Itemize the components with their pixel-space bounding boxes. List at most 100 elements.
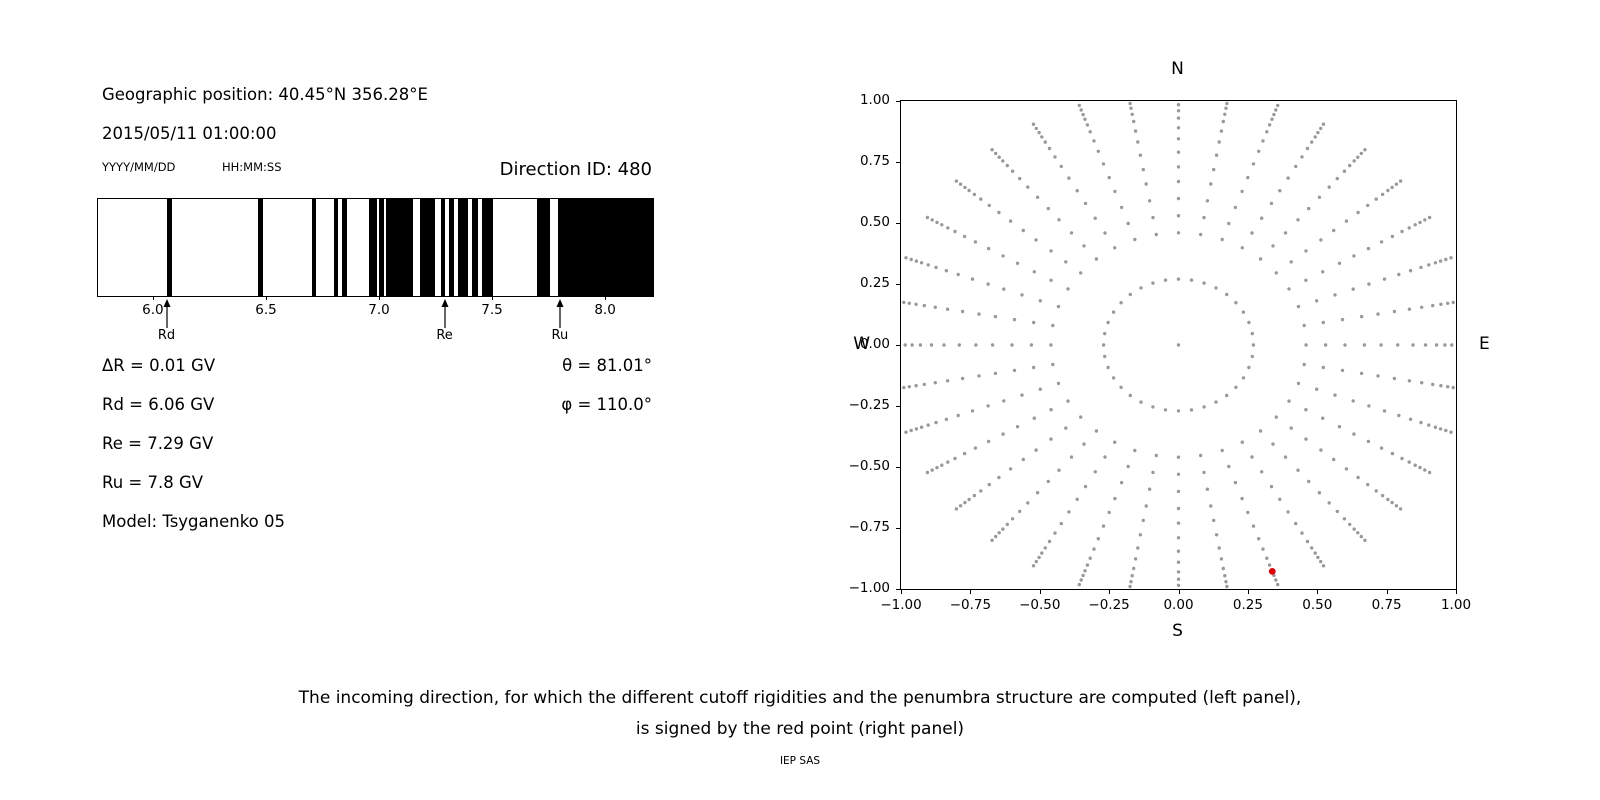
direction-dot [1407, 307, 1412, 311]
scatter-x-tick [1039, 590, 1041, 594]
direction-dot [934, 420, 938, 425]
direction-dot [1319, 238, 1323, 242]
direction-dot [1419, 420, 1423, 425]
direction-dot [1049, 408, 1053, 412]
direction-dot [1094, 429, 1099, 433]
direction-dot [1144, 504, 1148, 508]
direction-dot [1413, 223, 1417, 227]
direction-dot [1176, 570, 1181, 574]
penumbra-allowed-band [420, 199, 435, 296]
direction-dot [1214, 286, 1218, 290]
direction-dot [1081, 573, 1085, 578]
penumbra-x-tick-label: 6.0 [142, 302, 164, 318]
scatter-x-tick [1247, 590, 1249, 594]
penumbra-x-tick-label: 7.0 [368, 302, 390, 318]
direction-dot [1423, 218, 1427, 222]
direction-dot [1221, 119, 1225, 124]
direction-dot [1035, 195, 1040, 199]
direction-dot [1348, 163, 1352, 168]
scatter-y-tick-label: 0.50 [859, 214, 890, 230]
direction-dot [960, 376, 965, 381]
direction-dot [1392, 376, 1397, 381]
direction-dot [926, 263, 930, 267]
direction-dot [954, 179, 959, 183]
direction-dot [1431, 382, 1435, 387]
direction-dot [1147, 199, 1152, 203]
direction-dot [1305, 146, 1310, 151]
direction-dot [1407, 226, 1411, 230]
direction-dot [1251, 162, 1256, 166]
direction-dot [1212, 518, 1216, 523]
direction-dot [1189, 408, 1194, 412]
direction-dot [902, 385, 906, 390]
date-format-label: YYYY/MM/DD [102, 160, 176, 174]
penumbra-allowed-band [342, 199, 348, 296]
direction-dot [1133, 557, 1138, 561]
direction-dot [1366, 439, 1371, 444]
direction-dot [902, 300, 906, 305]
direction-dot [1057, 468, 1061, 472]
direction-dot [1411, 343, 1415, 347]
direction-dot [1176, 583, 1181, 587]
direction-dot [1366, 203, 1370, 208]
direction-dot [1392, 309, 1397, 314]
direction-dot [1251, 524, 1256, 528]
direction-dot [1176, 521, 1181, 525]
direction-plot: N S W E −1.00 −1.00 −0.75 −0.75 −0.50 −0.50 −0… [849, 59, 1490, 641]
direction-dot [1418, 220, 1422, 225]
direction-dot [1093, 470, 1097, 474]
direction-dot [1234, 301, 1238, 305]
direction-dot [1227, 464, 1231, 469]
direction-dot [1376, 312, 1380, 316]
direction-dot [1260, 470, 1264, 474]
penumbra-x-tick-label: 6.5 [255, 302, 277, 318]
direction-dot [1163, 408, 1168, 412]
direction-dot [1321, 320, 1325, 325]
direction-dot [1034, 126, 1038, 131]
direction-dot [1038, 387, 1042, 391]
penumbra-allowed-band [482, 199, 494, 296]
direction-dot [1035, 491, 1040, 495]
scatter-x-tick-label: 0.75 [1371, 597, 1402, 613]
direction-dot [904, 256, 908, 260]
scatter-x-tick [1456, 590, 1457, 594]
direction-dot [1317, 491, 1322, 495]
direction-dot [1069, 455, 1074, 459]
direction-dot [967, 188, 971, 193]
direction-dot [1005, 163, 1009, 168]
re-value: Re = 7.29 GV [102, 434, 214, 453]
direction-dot [1008, 467, 1013, 471]
scatter-x-tick [901, 590, 902, 594]
direction-dot [990, 343, 995, 347]
direction-dot [1163, 278, 1168, 282]
direction-dot [1296, 381, 1301, 386]
direction-dot [1034, 559, 1038, 564]
direction-dot [1296, 218, 1300, 222]
direction-dot [1085, 123, 1090, 127]
direction-dot [1067, 176, 1071, 180]
direction-dot [1408, 269, 1413, 273]
selected-direction-red-point [1268, 568, 1276, 575]
direction-dot [1250, 354, 1254, 359]
direction-dot [1420, 305, 1424, 309]
direction-dot [997, 155, 1001, 159]
direction-dot [907, 301, 911, 305]
direction-dot [1380, 192, 1385, 197]
direction-dot [1374, 197, 1378, 201]
direction-dot [946, 226, 950, 230]
direction-dot [1265, 130, 1269, 134]
direction-dot [1217, 140, 1221, 144]
direction-dot [1351, 287, 1355, 291]
penumbra-allowed-band [458, 199, 468, 296]
direction-dot [1407, 460, 1411, 464]
direction-dot [935, 465, 939, 470]
direction-dot [1407, 379, 1412, 383]
direction-dot [1176, 343, 1181, 347]
direction-dot [986, 282, 990, 286]
direction-dot [1224, 106, 1228, 110]
direction-dot [1176, 536, 1181, 540]
direction-dot [922, 382, 926, 387]
direction-dot [956, 272, 960, 277]
direction-dot [1205, 487, 1210, 491]
time-format-label: HH:MM:SS [222, 160, 282, 174]
